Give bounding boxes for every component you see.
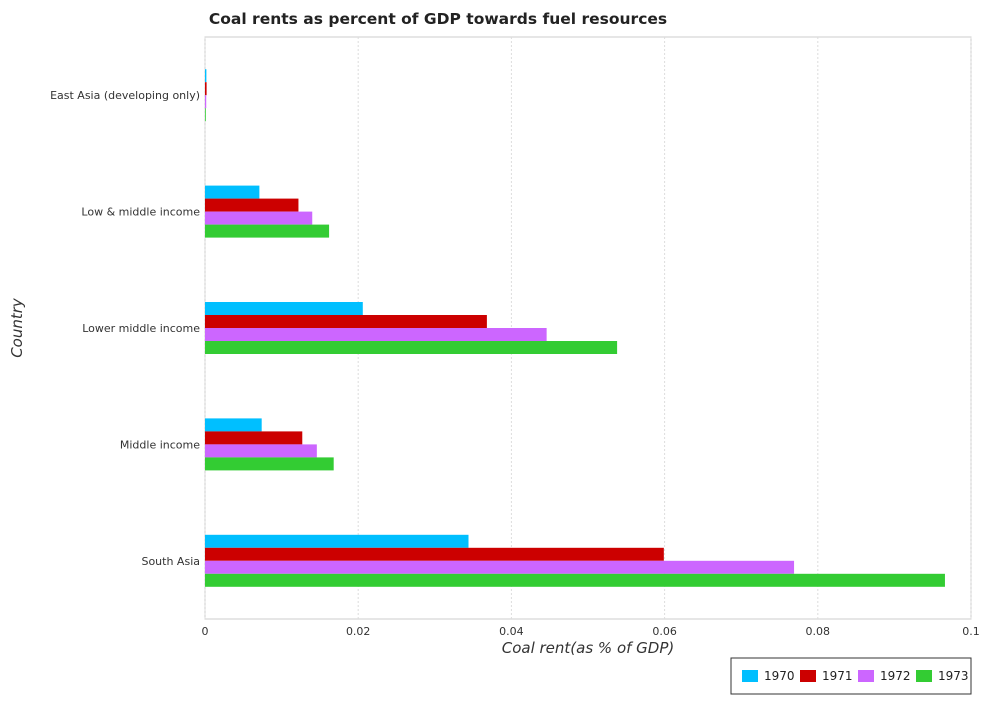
bar-1970-3 <box>205 418 262 432</box>
x-tick-label: 0.08 <box>806 625 831 638</box>
legend: 1970 1971 1972 1973 <box>730 657 972 695</box>
bar-1972-1 <box>205 211 313 225</box>
legend-swatch-1971 <box>800 670 816 682</box>
category-label: East Asia (developing only) <box>50 89 200 102</box>
bar-1973-2 <box>205 341 618 354</box>
bar-1972-2 <box>205 328 547 341</box>
y-axis-label: Country <box>8 297 26 358</box>
x-tick-label: 0.1 <box>962 625 980 638</box>
bar-1972-4 <box>205 560 795 574</box>
legend-swatch-1973 <box>916 670 932 682</box>
bar-1970-1 <box>205 185 260 199</box>
x-tick-label: 0 <box>202 625 209 638</box>
bar-1970-4 <box>205 534 469 548</box>
bar-1971-2 <box>205 315 487 328</box>
bar-1973-1 <box>205 224 330 238</box>
x-tick-labels: 0 0.02 0.04 0.06 0.08 0.1 <box>202 625 980 638</box>
bar-1970-2 <box>205 302 363 315</box>
bar-1971-3 <box>205 431 303 445</box>
chart-title: Coal rents as percent of GDP towards fue… <box>209 10 667 28</box>
bars <box>205 69 945 587</box>
legend-label-1972: 1972 <box>880 669 911 683</box>
x-tick-label: 0.02 <box>346 625 371 638</box>
legend-label-1970: 1970 <box>764 669 795 683</box>
bar-1970-0 <box>205 69 207 83</box>
bar-1971-4 <box>205 547 664 561</box>
category-labels: East Asia (developing only) Low & middle … <box>50 89 200 568</box>
grid-lines <box>204 37 972 619</box>
bar-1973-0 <box>205 108 206 122</box>
legend-label-1971: 1971 <box>822 669 853 683</box>
bar-1972-3 <box>205 444 317 458</box>
bar-1973-3 <box>205 457 334 471</box>
legend-swatch-1972 <box>858 670 874 682</box>
legend-label-1973: 1973 <box>938 669 969 683</box>
bar-1973-4 <box>205 573 945 587</box>
x-axis-label: Coal rent(as % of GDP) <box>502 639 675 657</box>
legend-swatch-1970 <box>742 670 758 682</box>
category-label: South Asia <box>141 555 200 568</box>
category-label: Lower middle income <box>82 322 200 335</box>
category-label: Middle income <box>120 438 200 451</box>
bar-1972-0 <box>205 95 207 109</box>
bar-1971-1 <box>205 198 299 212</box>
x-tick-label: 0.06 <box>652 625 677 638</box>
bar-1971-0 <box>205 82 207 96</box>
category-label: Low & middle income <box>81 206 200 219</box>
x-tick-label: 0.04 <box>499 625 524 638</box>
